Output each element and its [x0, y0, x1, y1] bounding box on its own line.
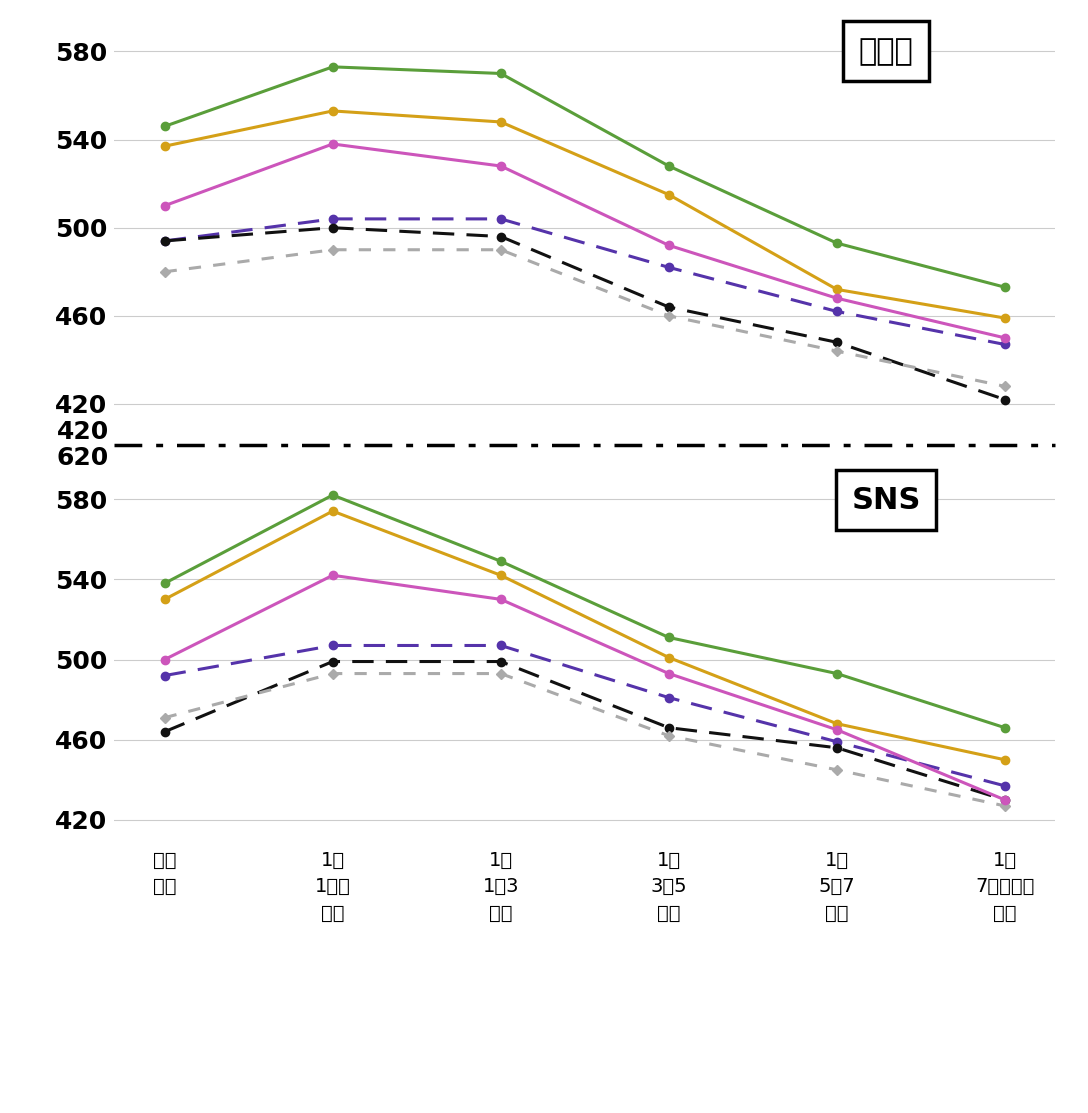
Text: 420: 420	[57, 420, 109, 444]
Text: 620: 620	[57, 446, 109, 471]
Text: SNS: SNS	[851, 485, 920, 514]
Text: ゲーム: ゲーム	[858, 37, 913, 66]
